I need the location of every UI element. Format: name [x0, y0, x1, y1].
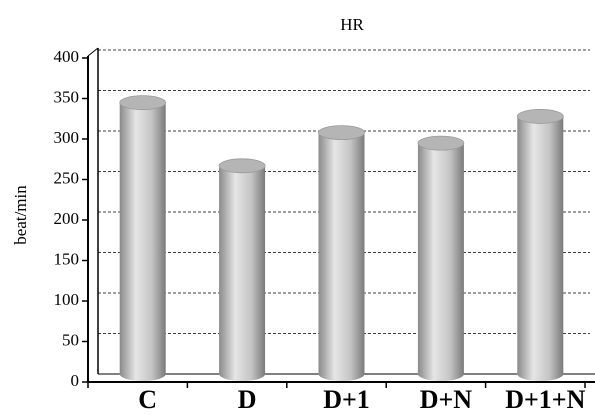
- x-tick-label: D+1+N: [505, 385, 585, 414]
- bar: [417, 135, 465, 381]
- bar: [516, 109, 564, 382]
- bar-body: [219, 165, 266, 381]
- bar: [318, 125, 365, 381]
- bar: [119, 95, 167, 382]
- bar-body: [318, 132, 365, 381]
- bar-body: [517, 116, 564, 382]
- y-tick-label: 400: [54, 47, 80, 66]
- x-tick-label: D+N: [420, 385, 473, 414]
- chart-title: HR: [340, 15, 364, 34]
- y-tick-label: 350: [54, 87, 80, 106]
- bar-body: [119, 102, 166, 382]
- y-tick-label: 300: [54, 128, 80, 147]
- y-tick-label: 200: [54, 209, 80, 228]
- x-tick-label: C: [138, 385, 157, 414]
- bar-top: [417, 135, 465, 151]
- y-tick-label: 50: [62, 330, 79, 349]
- y-axis-label: beat/min: [11, 185, 30, 245]
- bar-top: [318, 125, 365, 141]
- depth-line: [87, 47, 99, 57]
- bar-top: [218, 158, 266, 174]
- bar: [218, 158, 266, 381]
- bar-body: [417, 143, 464, 381]
- y-tick-label: 150: [54, 249, 80, 268]
- y-tick-label: 250: [54, 168, 80, 187]
- x-tick-label: D+1: [323, 385, 370, 414]
- bar-top: [119, 95, 167, 111]
- y-tick-label: 0: [71, 371, 80, 390]
- x-tick-label: D: [238, 385, 257, 414]
- bar-top: [516, 109, 564, 124]
- y-tick-label: 100: [54, 290, 80, 309]
